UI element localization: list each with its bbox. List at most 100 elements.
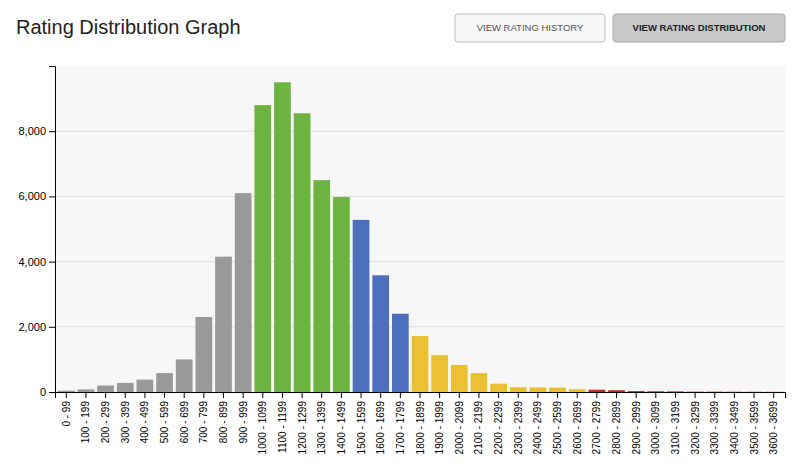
x-tick: 3400 - 3499 xyxy=(729,392,740,454)
bar xyxy=(510,387,527,392)
bar xyxy=(431,355,448,392)
y-tick-label: 2,000 xyxy=(18,321,46,333)
x-tick: 2700 - 2799 xyxy=(591,392,602,454)
bar xyxy=(726,391,743,392)
x-tick-label: 1900 - 1999 xyxy=(434,401,445,455)
bar xyxy=(392,314,409,392)
bars xyxy=(58,82,782,392)
x-tick-label: 3300 - 3399 xyxy=(709,401,720,455)
y-tick-mark xyxy=(49,131,55,132)
x-tick-label: 1500 - 1599 xyxy=(356,401,367,455)
grid-line xyxy=(55,261,785,262)
x-tick-mark xyxy=(262,392,263,398)
x-tick-label: 500 - 599 xyxy=(159,401,170,444)
bar xyxy=(588,390,605,392)
x-tick: 2300 - 2399 xyxy=(513,392,524,454)
x-tick-mark xyxy=(439,392,440,398)
bar xyxy=(176,359,193,392)
x-tick-label: 1400 - 1499 xyxy=(336,401,347,455)
plot-area: 02,0004,0006,0008,0000 - 99100 - 199200 … xyxy=(18,66,785,454)
bar xyxy=(58,391,75,392)
chart: Rating Distribution Graph VIEW RATING HIS… xyxy=(0,0,800,474)
x-tick-mark xyxy=(361,392,362,398)
y-axis-line xyxy=(49,67,56,393)
x-tick-label: 800 - 899 xyxy=(218,401,229,444)
x-tick: 900 - 999 xyxy=(238,392,249,443)
bar xyxy=(746,391,763,392)
x-tick: 1800 - 1899 xyxy=(415,392,426,454)
x-tick: 500 - 599 xyxy=(159,392,170,443)
bar xyxy=(274,82,291,392)
x-tick: 1200 - 1299 xyxy=(297,392,308,454)
bar xyxy=(313,180,330,392)
x-tick: 2800 - 2899 xyxy=(611,392,622,454)
x-tick: 100 - 199 xyxy=(80,392,91,443)
x-tick: 3100 - 3199 xyxy=(670,392,681,454)
bar xyxy=(490,384,507,392)
annotation-box xyxy=(613,14,785,42)
plot-background xyxy=(55,66,785,392)
x-tick-mark xyxy=(596,392,597,398)
x-tick: 1400 - 1499 xyxy=(336,392,347,454)
y-tick: 4,000 xyxy=(18,256,55,268)
x-tick-mark xyxy=(105,392,106,398)
x-tick-label: 400 - 499 xyxy=(139,401,150,444)
x-tick-mark xyxy=(282,392,283,398)
x-tick: 400 - 499 xyxy=(139,392,150,443)
grid xyxy=(55,131,785,392)
x-tick-mark xyxy=(164,392,165,398)
x-tick: 1900 - 1999 xyxy=(434,392,445,454)
x-tick-label: 1300 - 1399 xyxy=(316,401,327,455)
bar xyxy=(628,391,645,392)
x-tick: 1600 - 1699 xyxy=(375,392,386,454)
y-tick-label: 4,000 xyxy=(18,256,46,268)
x-tick-mark xyxy=(302,392,303,398)
bar xyxy=(372,275,389,392)
bar xyxy=(765,391,782,392)
bar xyxy=(294,113,311,392)
x-tick: 600 - 699 xyxy=(179,392,190,443)
y-tick-mark xyxy=(49,327,55,328)
x-tick-mark xyxy=(754,392,755,398)
x-tick-label: 2400 - 2499 xyxy=(532,401,543,455)
x-tick-mark xyxy=(184,392,185,398)
bar xyxy=(333,197,350,392)
x-tick-mark xyxy=(85,392,86,398)
bar xyxy=(195,317,212,392)
x-tick-label: 2500 - 2599 xyxy=(552,401,563,455)
x-tick: 800 - 899 xyxy=(218,392,229,443)
x-tick-label: 3500 - 3599 xyxy=(749,401,760,455)
bar xyxy=(412,336,429,392)
bar xyxy=(215,257,232,392)
grid-line xyxy=(55,131,785,132)
x-tick: 3000 - 3099 xyxy=(650,392,661,454)
x-tick-mark xyxy=(459,392,460,398)
x-tick: 1300 - 1399 xyxy=(316,392,327,454)
x-tick: 2600 - 2699 xyxy=(572,392,583,454)
bar xyxy=(156,373,173,392)
x-tick-label: 0 - 99 xyxy=(61,401,72,427)
x-tick-mark xyxy=(537,392,538,398)
x-tick-mark xyxy=(203,392,204,398)
annotation-button: VIEW RATING HISTORY xyxy=(455,14,605,42)
x-axis-line xyxy=(56,393,786,399)
x-tick-label: 1200 - 1299 xyxy=(297,401,308,455)
x-tick-mark xyxy=(498,392,499,398)
bar xyxy=(667,391,684,392)
x-tick-label: 3600 - 3699 xyxy=(768,401,779,455)
bar xyxy=(687,391,704,392)
y-tick: 8,000 xyxy=(18,125,55,137)
annotation-box xyxy=(455,14,605,42)
bar xyxy=(471,373,488,392)
y-tick: 6,000 xyxy=(18,190,55,202)
x-tick: 200 - 299 xyxy=(100,392,111,443)
x-tick: 300 - 399 xyxy=(120,392,131,443)
x-tick-label: 1700 - 1799 xyxy=(395,401,406,455)
x-tick-mark xyxy=(734,392,735,398)
title: Rating Distribution Graph xyxy=(16,16,241,38)
y-tick-mark xyxy=(49,196,55,197)
x-tick-mark xyxy=(420,392,421,398)
x-tick-label: 700 - 799 xyxy=(198,401,209,444)
x-tick-label: 1000 - 1099 xyxy=(257,401,268,455)
bar xyxy=(97,385,114,392)
